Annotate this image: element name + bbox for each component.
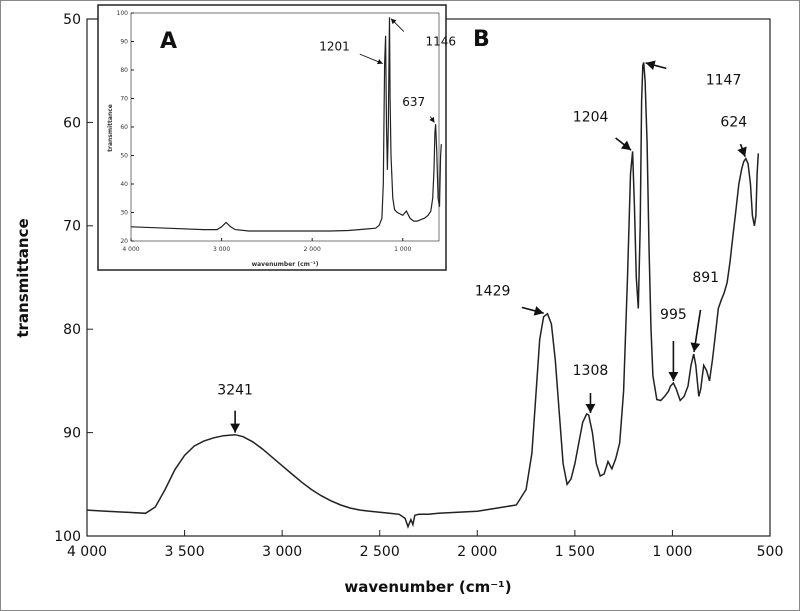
inset-x-tick-label: 4 000 (122, 246, 139, 253)
main-x-tick-label: 1 000 (652, 544, 692, 560)
inset-x-tick-label: 1 000 (394, 246, 411, 253)
inset-y-tick-label: 90 (120, 39, 128, 46)
main-x-axis: 4 000 3 500 3 000 2 500 2 000 1 500 1 000 500 (67, 530, 783, 560)
inset-y-tick-label: 60 (120, 124, 128, 131)
main-annotation-arrowhead (533, 306, 544, 316)
inset-annotation-arrowhead (390, 18, 397, 25)
main-annotation-arrowhead (737, 146, 747, 157)
inset-y-axis: 20 30 40 50 60 70 80 90 100 (117, 10, 134, 245)
main-spectrum-line (86, 62, 760, 529)
inset-chart: 20 30 40 50 60 70 80 90 100 4 000 3 000 2 000 1 000… (97, 4, 457, 271)
inset-y-tick-label: 70 (120, 96, 128, 103)
main-annotation-label: 624 (720, 115, 747, 131)
main-annotation-label: 995 (660, 307, 687, 323)
main-annotation-label: 3241 (217, 383, 253, 399)
inset-spectrum-line (130, 17, 442, 232)
main-annotation-label: 1147 (706, 72, 742, 88)
inset-annotation-label: 1146 (426, 34, 457, 48)
main-x-tick-label: 3 500 (165, 544, 205, 560)
inset-y-tick-label: 100 (117, 10, 129, 17)
inset-x-tick-label: 2 000 (304, 246, 321, 253)
main-y-axis: 50 60 70 80 90 100 (54, 12, 93, 545)
main-x-tick-label: 500 (757, 544, 784, 560)
main-x-tick-label: 3 000 (262, 544, 302, 560)
main-y-tick-label: 100 (54, 529, 81, 545)
inset-y-tick-label: 80 (120, 67, 128, 74)
panel-label-b: B (473, 27, 490, 52)
main-annotation-arrowhead (690, 342, 701, 353)
main-annotation-arrowhead (620, 140, 632, 151)
inset-y-tick-label: 40 (120, 181, 128, 188)
inset-y-axis-label: transmittance (107, 104, 114, 152)
inset-annotation-label: 1201 (319, 39, 350, 53)
main-annotation-arrowhead (230, 423, 241, 433)
inset-annotation-label: 637 (402, 95, 425, 109)
main-x-tick-label: 4 000 (67, 544, 107, 560)
main-y-tick-label: 60 (63, 115, 81, 131)
inset-annotation-arrowhead (429, 116, 435, 123)
main-annotation-arrowhead (645, 60, 656, 71)
main-annotation-arrowhead (668, 371, 679, 381)
main-y-axis-label: transmittance (14, 218, 32, 337)
inset-box (97, 4, 447, 271)
main-annotation-label: 1204 (573, 109, 609, 125)
inset-y-tick-label: 20 (120, 238, 128, 245)
main-y-tick-label: 80 (63, 322, 81, 338)
main-x-tick-label: 2 500 (360, 544, 400, 560)
inset-x-tick-label: 3 000 (213, 246, 230, 253)
inset-annotations: 1201 1146 637 (319, 18, 457, 123)
main-x-tick-label: 2 000 (457, 544, 497, 560)
inset-x-axis-label: wavenumber (cm⁻¹) (252, 261, 319, 268)
main-annotations: 3241 1429 1308 1204 1147 995 891 624 (217, 60, 747, 433)
panel-label-a: A (160, 29, 177, 54)
inset-annotation-arrowhead (377, 59, 383, 65)
main-annotation-arrowhead (585, 404, 596, 414)
main-annotation-label: 891 (692, 270, 719, 286)
main-annotation-label: 1429 (475, 284, 511, 300)
main-x-axis-label: wavenumber (cm⁻¹) (344, 578, 511, 596)
main-y-tick-label: 90 (63, 426, 81, 442)
inset-x-axis: 4 000 3 000 2 000 1 000 (122, 238, 412, 253)
main-y-tick-label: 70 (63, 219, 81, 235)
inset-y-tick-label: 50 (120, 153, 128, 160)
main-x-tick-label: 1 500 (555, 544, 595, 560)
main-annotation-label: 1308 (573, 363, 609, 379)
main-y-tick-label: 50 (63, 12, 81, 28)
inset-y-tick-label: 30 (120, 210, 128, 217)
